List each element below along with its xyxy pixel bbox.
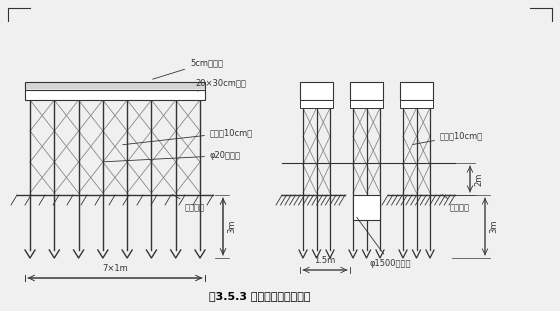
Bar xyxy=(25,82,205,90)
Text: 2m: 2m xyxy=(474,172,483,186)
Text: 规划河床: 规划河床 xyxy=(172,194,205,212)
Text: 20×30cm枕木: 20×30cm枕木 xyxy=(195,78,246,91)
Text: 3m: 3m xyxy=(489,220,498,233)
Text: 图3.5.3 水上工作平台示意图: 图3.5.3 水上工作平台示意图 xyxy=(209,291,311,301)
Text: 斜枝杆10cm厚: 斜枝杆10cm厚 xyxy=(123,128,253,145)
Text: 3m: 3m xyxy=(227,220,236,233)
Text: 7×1m: 7×1m xyxy=(102,264,128,273)
Bar xyxy=(350,82,383,100)
Bar xyxy=(300,100,333,108)
Bar xyxy=(400,82,433,100)
Bar xyxy=(350,100,383,108)
Text: φ20圆木桩: φ20圆木桩 xyxy=(103,151,241,162)
Text: 斜枝杆10cm厚: 斜枝杆10cm厚 xyxy=(413,131,483,145)
Bar xyxy=(400,100,433,108)
Bar xyxy=(353,195,380,220)
Bar xyxy=(300,82,333,100)
Text: φ1500钢护筒: φ1500钢护筒 xyxy=(357,217,412,268)
Bar xyxy=(25,90,205,100)
Text: 1.5m: 1.5m xyxy=(314,256,335,265)
Text: 5cm厚木板: 5cm厚木板 xyxy=(153,58,223,79)
Text: 规划河床: 规划河床 xyxy=(442,195,470,212)
